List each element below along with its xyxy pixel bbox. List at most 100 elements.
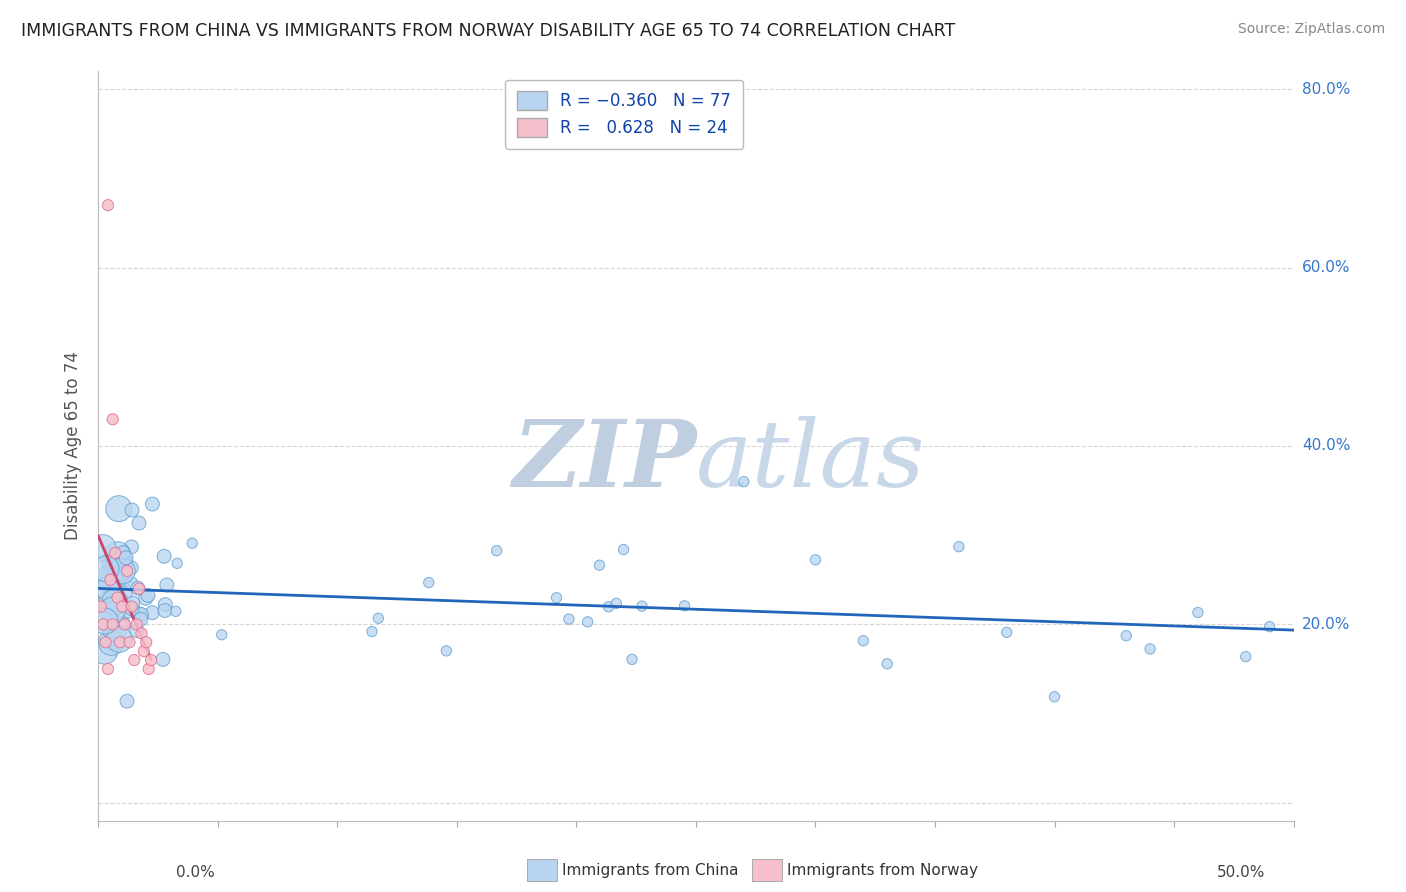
Point (153, 549, 176, 564)
Point (733, 475, 755, 489)
Point (181, 536, 204, 550)
Point (115, 694, 138, 708)
Point (125, 617, 148, 632)
Point (121, 602, 143, 616)
Point (621, 652, 644, 666)
Point (804, 553, 827, 567)
Point (118, 635, 141, 649)
Point (128, 607, 150, 621)
Point (127, 581, 149, 595)
Point (121, 596, 143, 610)
Text: 0.0%: 0.0% (176, 865, 215, 880)
Text: Source: ZipAtlas.com: Source: ZipAtlas.com (1237, 22, 1385, 37)
Point (1258, 620, 1281, 634)
Text: Immigrants from Norway: Immigrants from Norway (787, 863, 977, 878)
Point (605, 596, 627, 610)
Point (132, 644, 155, 658)
Point (107, 570, 129, 584)
Point (97, 198, 120, 212)
Point (576, 615, 599, 629)
Text: 50.0%: 50.0% (1218, 865, 1265, 880)
Point (91, 617, 114, 632)
Point (631, 599, 654, 613)
Point (1234, 649, 1257, 664)
Point (876, 657, 898, 671)
Legend: R = −0.360   N = 77, R =   0.628   N = 24: R = −0.360 N = 77, R = 0.628 N = 24 (506, 79, 742, 149)
Point (112, 616, 135, 631)
Point (111, 599, 134, 614)
Point (995, 625, 1018, 640)
Point (558, 612, 581, 626)
Point (94, 614, 117, 628)
Point (152, 652, 174, 666)
Point (361, 624, 384, 639)
Point (588, 558, 610, 573)
Point (135, 635, 157, 649)
Point (166, 557, 188, 571)
Point (115, 564, 138, 578)
Point (115, 550, 138, 565)
Point (612, 542, 634, 557)
Point (367, 611, 389, 625)
Point (120, 577, 142, 591)
Point (136, 589, 159, 603)
Point (104, 546, 127, 560)
Point (1139, 642, 1161, 657)
Point (103, 621, 125, 635)
Point (131, 607, 153, 622)
Point (141, 497, 163, 511)
Point (1187, 606, 1209, 620)
Point (114, 617, 136, 632)
Point (108, 635, 131, 649)
Point (108, 587, 131, 601)
Point (546, 591, 568, 605)
Point (90, 599, 112, 614)
Point (117, 604, 139, 618)
Point (948, 540, 970, 554)
Text: 20.0%: 20.0% (1302, 617, 1350, 632)
Point (852, 633, 875, 648)
Point (121, 540, 143, 554)
Point (135, 591, 157, 606)
Text: 40.0%: 40.0% (1302, 439, 1350, 453)
Point (97, 662, 120, 676)
Point (101, 412, 124, 426)
Point (100, 574, 122, 589)
Point (153, 603, 176, 617)
Point (434, 644, 457, 658)
Point (93, 644, 115, 658)
Point (1115, 629, 1137, 643)
Point (101, 617, 124, 632)
Point (673, 599, 696, 613)
Point (121, 599, 143, 614)
Point (156, 578, 179, 592)
Point (155, 598, 177, 612)
Text: ZIP: ZIP (512, 416, 696, 506)
Point (108, 632, 131, 647)
Point (111, 546, 134, 560)
Point (108, 501, 131, 516)
Point (128, 582, 150, 596)
Point (101, 603, 124, 617)
Point (94, 635, 117, 649)
Point (139, 653, 162, 667)
Text: 60.0%: 60.0% (1302, 260, 1350, 275)
Point (485, 543, 508, 558)
Point (141, 606, 163, 620)
Point (128, 516, 150, 530)
Point (129, 612, 152, 626)
Point (124, 653, 146, 667)
Point (121, 503, 143, 517)
Point (98, 571, 121, 585)
Point (108, 554, 131, 568)
Point (598, 599, 620, 614)
Point (98, 582, 121, 596)
Y-axis label: Disability Age 65 to 74: Disability Age 65 to 74 (65, 351, 83, 541)
Point (165, 604, 187, 618)
Point (120, 560, 142, 574)
Text: 80.0%: 80.0% (1302, 82, 1350, 96)
Text: atlas: atlas (696, 416, 925, 506)
Point (94, 562, 117, 576)
Point (100, 635, 122, 649)
Point (104, 595, 127, 609)
